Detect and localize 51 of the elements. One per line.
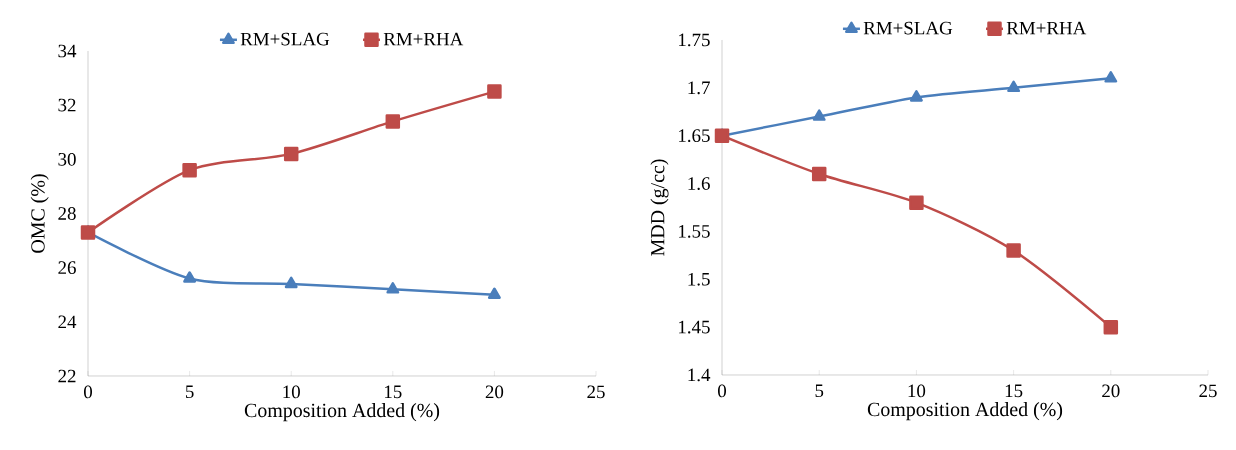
y-tick-label: 1.5 bbox=[688, 272, 710, 286]
point bbox=[487, 84, 502, 99]
x-tick-label: 20 bbox=[485, 385, 504, 399]
x-tick-label: 15 bbox=[385, 385, 402, 399]
x-tick-label: 15 bbox=[1005, 384, 1023, 398]
point bbox=[1007, 80, 1021, 93]
legend-label: RM+RHA bbox=[383, 32, 464, 46]
x-axis-title: Composition Added (%) bbox=[244, 403, 440, 422]
y-tick-label: 26 bbox=[58, 261, 76, 275]
x-axis-title: Composition Added (%) bbox=[867, 402, 1063, 421]
x-tick-label: 25 bbox=[587, 385, 605, 399]
x-tick-label: 0 bbox=[84, 385, 93, 399]
x-tick-label: 5 bbox=[815, 384, 824, 398]
y-tick-label: 22 bbox=[58, 369, 76, 383]
point bbox=[183, 271, 197, 283]
y-tick-label: 32 bbox=[58, 98, 76, 112]
legend-label: RM+RHA bbox=[1006, 21, 1087, 35]
y-tick-label: 1.65 bbox=[679, 129, 710, 143]
legend-label: RM+SLAG bbox=[863, 21, 953, 35]
point bbox=[283, 146, 299, 162]
legend-label: RM+SLAG bbox=[240, 32, 330, 46]
y-tick-label: 1.7 bbox=[688, 81, 710, 95]
y-tick-label: 1.6 bbox=[688, 177, 710, 190]
y-tick-label: 34 bbox=[58, 44, 77, 58]
y-tick-label: 1.75 bbox=[679, 33, 710, 47]
x-tick-label: 20 bbox=[1102, 384, 1120, 398]
x-tick-label: 0 bbox=[718, 384, 727, 398]
point bbox=[811, 166, 827, 182]
y-tick-label: 1.4 bbox=[688, 368, 711, 382]
point bbox=[1103, 319, 1119, 335]
x-tick-label: 5 bbox=[185, 385, 194, 399]
point bbox=[812, 109, 826, 121]
y-axis-title: OMC (%) bbox=[30, 174, 49, 253]
y-tick-label: 24 bbox=[58, 315, 77, 329]
y-axis-title: MDD (g/cc) bbox=[650, 159, 669, 256]
y-tick-label: 1.45 bbox=[679, 320, 710, 334]
y-tick-label: 30 bbox=[58, 152, 76, 166]
point bbox=[1006, 243, 1021, 258]
point bbox=[909, 90, 923, 102]
x-tick-label: 10 bbox=[283, 385, 300, 399]
point bbox=[909, 195, 924, 210]
x-tick-label: 10 bbox=[908, 384, 926, 398]
point bbox=[182, 162, 197, 178]
point bbox=[487, 287, 501, 299]
y-tick-label: 28 bbox=[58, 207, 76, 220]
point bbox=[385, 114, 401, 129]
point bbox=[386, 282, 400, 294]
point bbox=[284, 276, 298, 289]
x-tick-label: 25 bbox=[1199, 384, 1217, 398]
y-tick-label: 1.55 bbox=[679, 225, 710, 238]
point bbox=[1104, 71, 1118, 83]
